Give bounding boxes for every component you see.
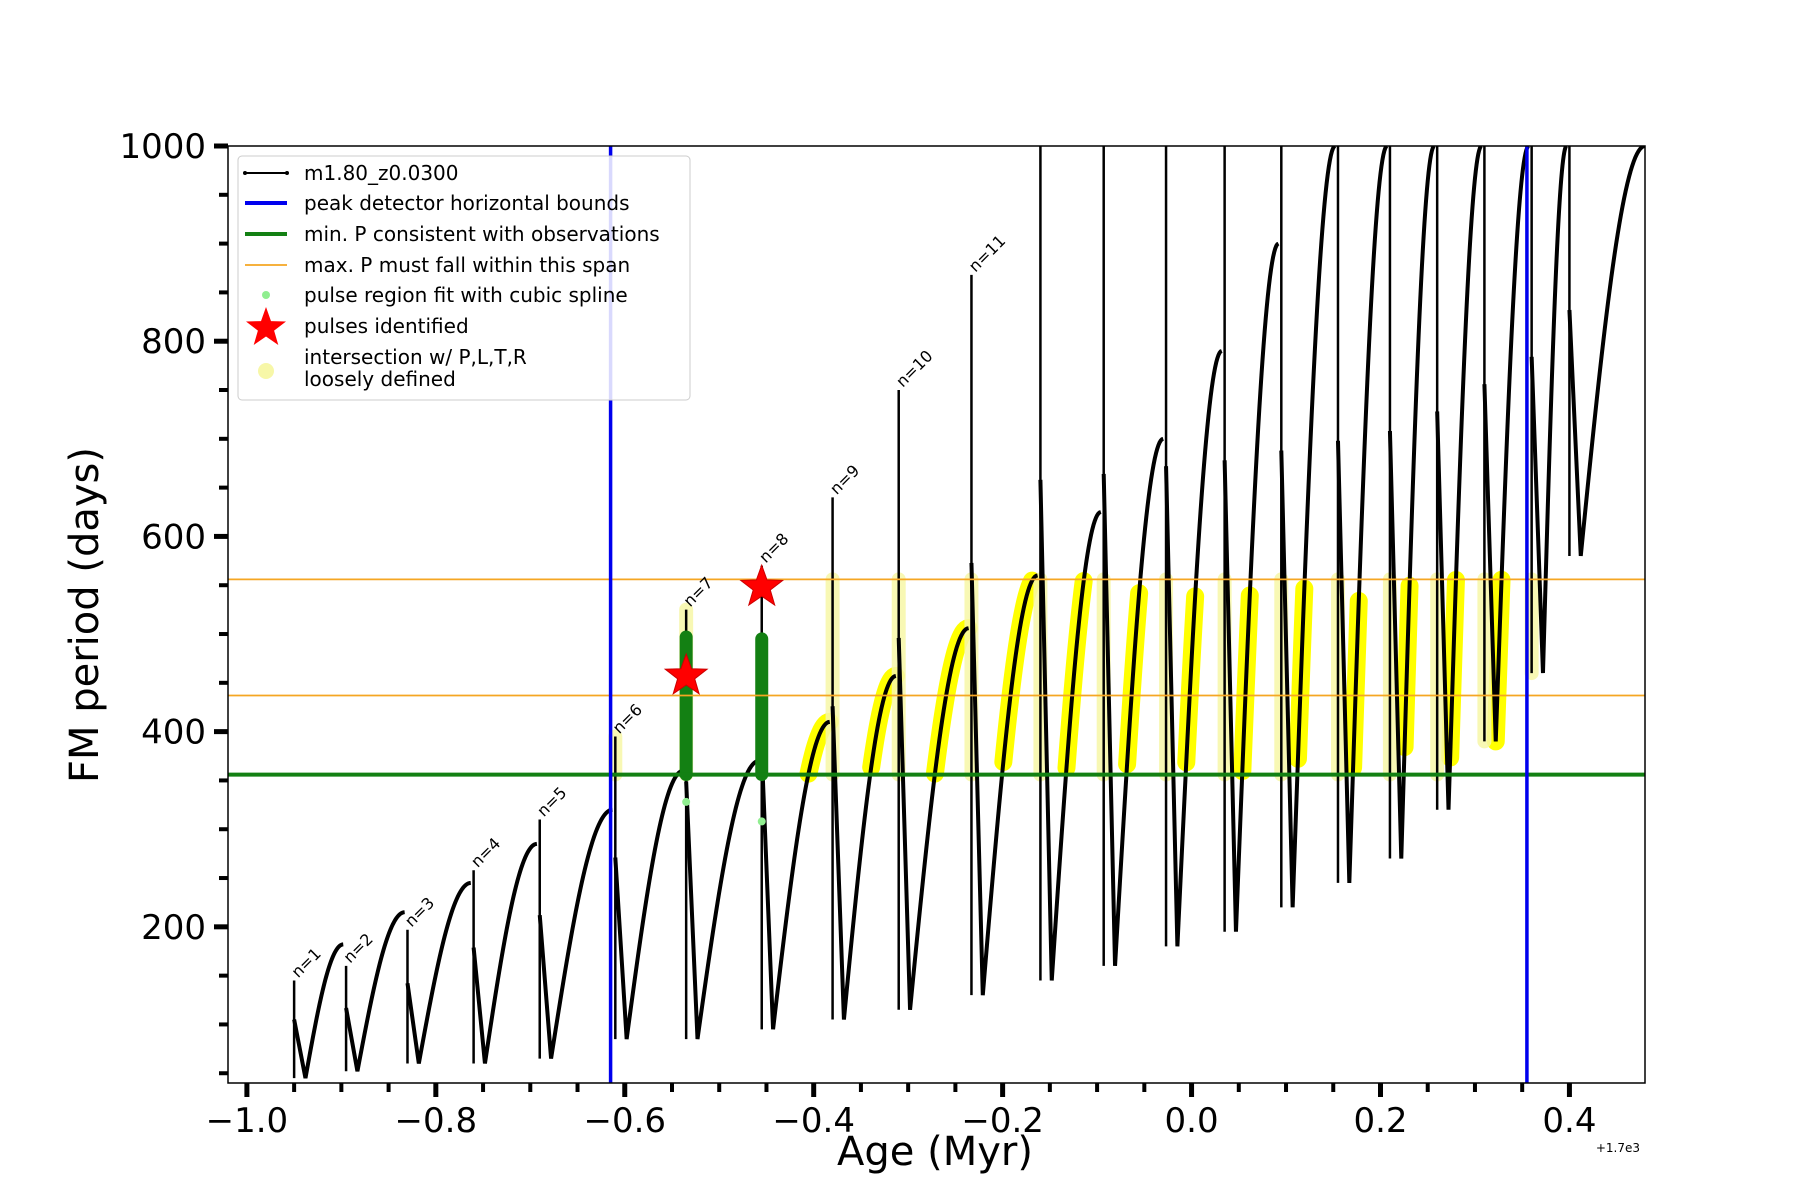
track-curve: [759, 719, 831, 1030]
x-tick-label: −0.2: [961, 1101, 1044, 1141]
track-curve: [1335, 146, 1389, 883]
pulse-label: n=2: [339, 929, 376, 966]
fit-band: [925, 619, 978, 783]
plot-frame: [227, 145, 1646, 1084]
track-curve: [1222, 241, 1280, 932]
legend-label: intersection w/ P,L,T,R: [304, 345, 527, 369]
legend-label: pulse region fit with cubic spline: [304, 283, 628, 307]
pulse-star: [739, 563, 785, 607]
legend-marker-loose: [258, 363, 274, 379]
x-tick-label: 0.2: [1353, 1101, 1407, 1141]
track-curve: [1164, 349, 1223, 947]
plot-area: [228, 146, 1645, 1083]
track-curve: [1435, 146, 1483, 810]
legend-marker-dot: [285, 171, 289, 175]
spline-dot: [757, 817, 766, 826]
track-curve: [344, 910, 405, 1072]
pulse-label: n=1: [288, 944, 325, 981]
x-tick-label: −0.4: [772, 1101, 855, 1141]
pulse-label: n=5: [533, 783, 570, 820]
y-tick-label: 1000: [119, 127, 206, 167]
track-curve: [684, 758, 760, 1040]
x-tick-label: −1.0: [206, 1101, 289, 1141]
track-curve: [537, 807, 613, 1059]
track-curve: [896, 626, 970, 1010]
spline-dot: [682, 797, 691, 806]
x-offset-label: +1.7e3: [1596, 1141, 1640, 1155]
track-curve: [830, 674, 897, 1020]
pulse-label: n=3: [401, 893, 438, 930]
x-axis-label: Age (Myr): [837, 1129, 1033, 1175]
data-layer: n=1 n=2n=3n=4n=5n=6n=7n=8n=9n=10n=11: [228, 146, 1645, 1083]
y-tick-label: 600: [141, 517, 206, 557]
legend-label: m1.80_z0.0300: [304, 161, 459, 185]
x-tick-label: 0.4: [1542, 1101, 1596, 1141]
pulse-label: n=4: [467, 834, 504, 871]
x-tick-label: −0.6: [583, 1101, 666, 1141]
track-curve: [1482, 146, 1530, 742]
pulse-label: n=11: [965, 231, 1009, 275]
x-tick-label: 0.0: [1165, 1101, 1219, 1141]
pulse-label: n=9: [826, 461, 863, 498]
x-tick-label: −0.8: [395, 1101, 478, 1141]
legend-label: min. P consistent with observations: [304, 222, 660, 246]
axis-ticks: −1.0 −0.8 −0.6 −0.4 −0.2 0.0 0.2 0.4 200 400 600 80…: [119, 127, 1596, 1141]
track-curve: [969, 562, 1039, 996]
legend-marker-spline: [262, 291, 270, 299]
track-curve: [471, 841, 538, 1064]
legend-label: loosely defined: [304, 367, 456, 391]
y-tick-label: 400: [141, 713, 206, 753]
track-curve: [1387, 146, 1436, 859]
legend-marker-dot: [243, 171, 247, 175]
pulse-label: n=8: [755, 529, 792, 566]
legend-label: peak detector horizontal bounds: [304, 191, 630, 215]
pulse-label: n=10: [892, 346, 936, 390]
track-curve: [292, 942, 344, 1079]
track-curve: [1529, 146, 1568, 674]
track-curve: [1567, 146, 1645, 557]
track-curve: [1101, 436, 1164, 966]
y-axis-label: FM period (days): [62, 447, 108, 783]
track-curve: [1038, 479, 1102, 981]
axes-frame: [227, 145, 1646, 1084]
legend-label: max. P must fall within this span: [304, 253, 630, 277]
track-curve: [613, 768, 684, 1040]
y-tick-label: 800: [141, 322, 206, 362]
legend-box: [237, 155, 691, 401]
legend-marker-star: [246, 307, 286, 345]
y-tick-label: 200: [141, 908, 206, 948]
pulse-star: [663, 652, 709, 696]
track-curve: [1279, 146, 1337, 908]
legend-label: pulses identified: [304, 314, 469, 338]
track-curve: [405, 880, 471, 1064]
